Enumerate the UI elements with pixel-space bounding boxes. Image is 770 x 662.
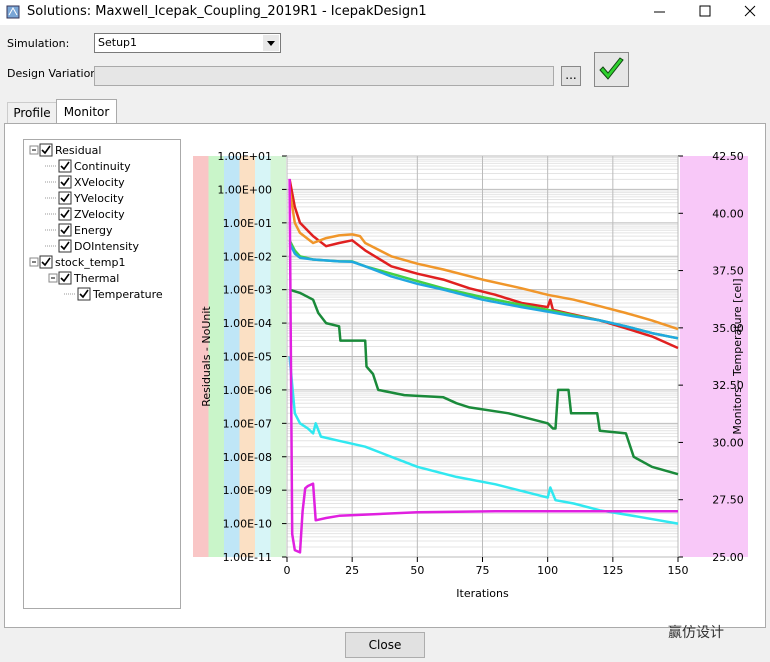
- check-mark: [60, 209, 70, 219]
- series-line: [288, 189, 679, 331]
- y-tick-label: 1.00E-09: [223, 484, 272, 497]
- tree-view: Residual Continuity XVelocity YVelocity ZVel…: [23, 139, 181, 609]
- y2-tick-label: 40.00: [712, 207, 744, 220]
- series-line: [288, 242, 679, 340]
- y-tick-label: 1.00E-11: [223, 551, 272, 564]
- close-window-button[interactable]: [744, 5, 756, 17]
- check-mark: [60, 225, 70, 235]
- tree-label: DOIntensity: [74, 240, 139, 253]
- x-tick-label: 125: [602, 564, 623, 577]
- x-tick-label: 75: [476, 564, 490, 577]
- series-line: [289, 288, 679, 476]
- y-tick-label: 1.00E-07: [223, 417, 272, 430]
- series-line: [288, 356, 679, 525]
- y-tick-label: 1.00E-05: [223, 351, 272, 364]
- simulation-label: Simulation:: [7, 37, 70, 50]
- x-tick-label: 50: [410, 564, 424, 577]
- y2-tick-label: 30.00: [712, 436, 744, 449]
- y-tick-label: 1.00E+00: [217, 183, 272, 196]
- simulation-dropdown[interactable]: Setup1: [94, 33, 281, 53]
- axis-band: [255, 156, 271, 557]
- x-tick-label: 25: [345, 564, 359, 577]
- tree-label: Thermal: [73, 272, 119, 285]
- y-tick-label: 1.00E-03: [223, 284, 272, 297]
- maximize-button[interactable]: [699, 5, 711, 17]
- checkbox[interactable]: [39, 143, 53, 157]
- check-mark: [60, 241, 70, 251]
- tree-label: Temperature: [92, 288, 163, 301]
- tree-label: ZVelocity: [74, 208, 125, 221]
- axis-band: [680, 156, 748, 557]
- check-mark: [60, 273, 70, 283]
- checkbox[interactable]: [58, 159, 72, 173]
- checkbox[interactable]: [58, 239, 72, 253]
- y-tick-label: 1.00E-10: [223, 518, 272, 531]
- y2-tick-label: 37.50: [712, 265, 744, 278]
- checkbox[interactable]: [58, 207, 72, 221]
- x-tick-label: 100: [537, 564, 558, 577]
- y-tick-label: 1.00E-08: [223, 451, 272, 464]
- y2-tick-label: 32.50: [712, 379, 744, 392]
- y2-tick-label: 27.50: [712, 494, 744, 507]
- y2-tick-label: 42.50: [712, 150, 744, 163]
- check-mark: [60, 193, 70, 203]
- design-variation-label: Design Variation:: [7, 67, 101, 80]
- checkbox[interactable]: [58, 175, 72, 189]
- y-tick-label: 1.00E-02: [223, 250, 272, 263]
- check-mark: [41, 257, 51, 267]
- axis-band: [193, 156, 209, 557]
- tree-label: Residual: [55, 144, 101, 157]
- title-bar: Solutions: Maxwell_Icepak_Coupling_2019R…: [0, 0, 770, 25]
- checkbox[interactable]: [58, 271, 72, 285]
- axis-band: [239, 156, 255, 557]
- checkbox[interactable]: [39, 255, 53, 269]
- y2-tick-label: 35.00: [712, 322, 744, 335]
- checkbox[interactable]: [77, 287, 91, 301]
- y2-axis-label: Monitors - Temperature [cel]: [731, 278, 744, 434]
- design-variation-field: [94, 66, 554, 86]
- tree-label: Continuity: [74, 160, 131, 173]
- series-line: [288, 178, 678, 554]
- app-icon: [6, 5, 20, 19]
- y2-tick-label: 25.00: [712, 551, 744, 564]
- y-axis-label: Residuals - NoUnit: [200, 306, 213, 407]
- checkbox[interactable]: [58, 223, 72, 237]
- browse-button[interactable]: ...: [561, 66, 581, 86]
- check-mark: [60, 161, 70, 171]
- apply-check-button[interactable]: [594, 52, 629, 87]
- y-tick-label: 1.00E-04: [223, 317, 272, 330]
- close-button[interactable]: Close: [345, 632, 425, 658]
- dropdown-arrow: [263, 35, 279, 51]
- watermark: 赢仿设计: [668, 625, 724, 641]
- x-tick-label: 150: [668, 564, 689, 577]
- y-tick-label: 1.00E+01: [217, 150, 272, 163]
- tree-label: stock_temp1: [55, 256, 125, 269]
- chart: 1.00E-11 1.00E-10 1.00E-09 1.00E-08 1.00E-07…: [193, 150, 748, 600]
- axis-band: [224, 156, 240, 557]
- x-axis-label: Iterations: [456, 587, 509, 600]
- x-tick-label: 0: [284, 564, 291, 577]
- window-controls: [654, 5, 756, 17]
- check-mark: [79, 289, 89, 299]
- checkbox[interactable]: [58, 191, 72, 205]
- y-tick-label: 1.00E-01: [223, 217, 272, 230]
- simulation-value: Setup1: [98, 36, 138, 49]
- window-title: Solutions: Maxwell_Icepak_Coupling_2019R…: [27, 4, 427, 19]
- monitor-tab[interactable]: Monitor: [56, 99, 117, 124]
- check-mark: [41, 145, 51, 155]
- tree: Residual Continuity XVelocity YVelocity ZVel…: [29, 143, 163, 301]
- tree-label: XVelocity: [74, 176, 125, 189]
- check-mark: [60, 177, 70, 187]
- tree-label: Energy: [74, 224, 113, 237]
- tree-label: YVelocity: [73, 192, 124, 205]
- axis-band: [208, 156, 224, 557]
- profile-tab[interactable]: Profile: [7, 102, 57, 123]
- y-tick-label: 1.00E-06: [223, 384, 272, 397]
